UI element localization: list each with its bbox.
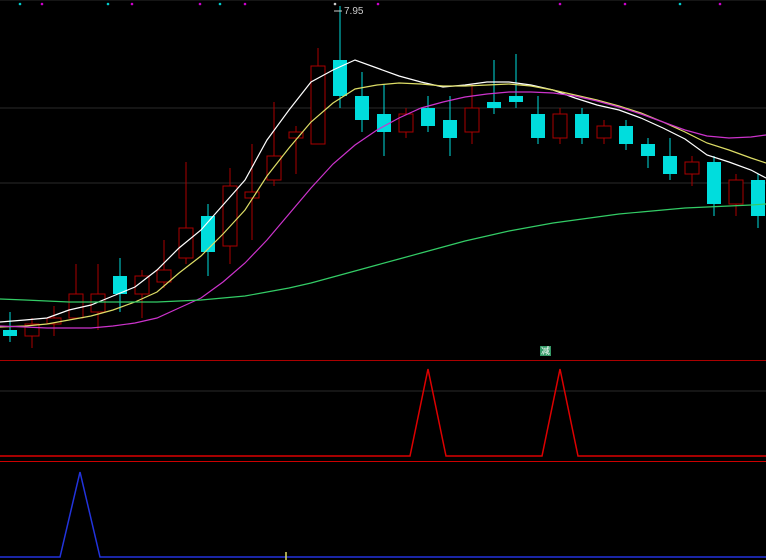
indicator1-svg bbox=[0, 361, 766, 461]
candlestick-svg bbox=[0, 0, 766, 360]
indicator2-svg bbox=[0, 462, 766, 560]
indicator-panel-1[interactable] bbox=[0, 360, 766, 461]
price-annotation: 7.95 bbox=[344, 6, 363, 17]
indicator-panel-2[interactable] bbox=[0, 461, 766, 560]
reduce-marker: 减 bbox=[540, 346, 551, 356]
candlestick-chart[interactable]: 7.95 减 bbox=[0, 0, 766, 360]
